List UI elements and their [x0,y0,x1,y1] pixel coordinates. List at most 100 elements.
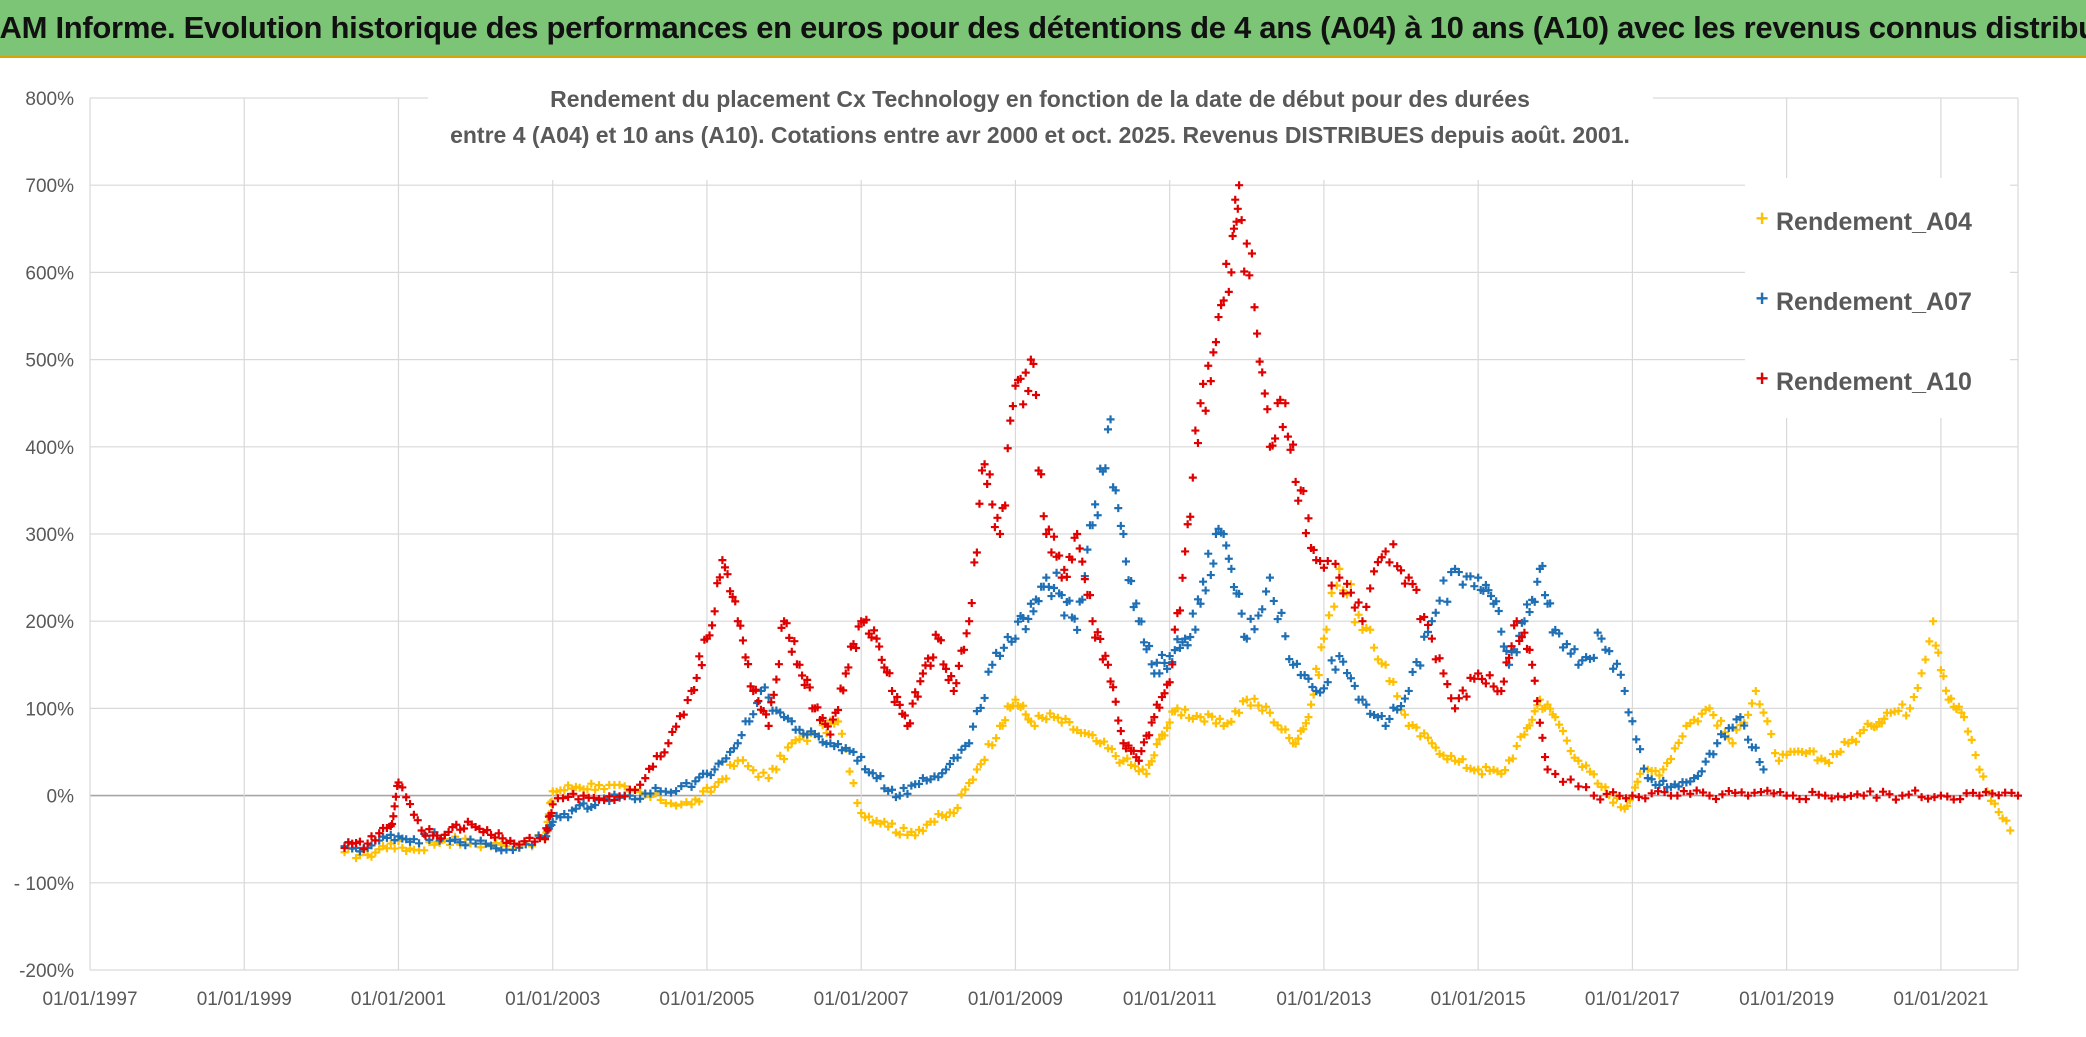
point-rendement-a10-fill [1956,795,1965,804]
point-rendement-a04-fill [1709,710,1718,719]
point-rendement-a04 [1319,634,1328,643]
point-rendement-a04-fill [845,767,854,776]
point-rendement-a10-fill [1247,249,1256,258]
point-rendement-a10-fill [947,672,956,681]
point-rendement-a07-fill [1499,642,1508,651]
point-rendement-a07-fill [1346,674,1355,683]
point-rendement-a10-fill [574,795,583,804]
point-rendement-a10-fill [1193,439,1202,448]
point-rendement-a04 [1265,708,1274,717]
point-rendement-a04-fill [1670,744,1679,753]
point-rendement-a07-fill [1308,682,1317,691]
point-rendement-a07-fill [1050,584,1058,593]
point-rendement-a07 [1620,686,1629,695]
point-rendement-a07-fill [1083,545,1092,554]
point-rendement-a04-fill [822,729,831,738]
point-rendement-a10-fill [1530,676,1539,685]
point-rendement-a10-fill [1343,579,1352,588]
point-rendement-a07-fill [1319,684,1328,693]
point-rendement-a07-fill [1152,658,1161,667]
point-rendement-a07-fill [1385,714,1394,723]
point-rendement-a07-fill [1530,597,1539,606]
point-rendement-a10-fill [852,643,861,652]
point-rendement-a04 [834,717,843,726]
point-rendement-a07 [942,765,951,774]
point-rendement-a07-fill [508,846,517,855]
point-rendement-a04-fill [1967,735,1976,744]
point-rendement-a10-fill [762,710,771,719]
point-rendement-a10-fill [1660,788,1669,797]
point-rendement-a10-fill [828,715,837,724]
point-rendement-a04-fill [1138,765,1147,774]
point-rendement-a04-fill [1674,738,1683,747]
point-rendement-a04-fill [783,743,792,752]
chart-area: -200% - 100% 0% 100% 200% 300% 400% 500% 600% 700… [0,58,2086,1032]
point-rendement-a07-fill [591,801,600,810]
point-rendement-a04-fill [1836,747,1845,756]
point-rendement-a10 [1335,573,1344,582]
point-rendement-a07-fill [745,717,754,726]
chart-title-block: Rendement du placement Cx Technology en … [428,80,1653,180]
point-rendement-a07-fill [1639,764,1648,773]
point-rendement-a10-fill [1240,267,1249,276]
point-rendement-a10 [1975,791,1984,800]
point-rendement-a10-fill [1507,642,1516,651]
point-rendement-a04-fill [2002,816,2011,825]
point-rendement-a07-fill [1323,678,1332,687]
point-rendement-a04-fill [899,823,908,832]
point-rendement-a07-fill [461,841,470,850]
point-rendement-a07-fill [1408,667,1417,676]
point-rendement-a04-fill [1859,726,1868,735]
point-rendement-a07-fill [1191,625,1200,634]
point-rendement-a07-fill [1206,571,1215,580]
point-rendement-a10-fill [1304,514,1313,523]
point-rendement-a07-fill [1070,614,1079,623]
point-rendement-a10-fill [1615,791,1624,800]
point-rendement-a04-fill [1163,723,1172,732]
point-rendement-a10-fill [1535,718,1544,727]
point-rendement-a07-fill [1720,732,1729,741]
point-rendement-a10-fill [389,812,398,821]
point-rendement-a10 [1497,686,1506,695]
point-rendement-a04-fill [1633,777,1642,786]
point-rendement-a04-fill [918,826,927,835]
point-rendement-a04-fill [591,785,600,794]
legend-marker-a10: + [1756,366,1769,391]
point-rendement-a07-fill [1546,599,1555,608]
point-rendement-a04-fill [1994,808,2003,817]
point-rendement-a07-fill [1601,645,1610,654]
point-rendement-a07-fill [487,841,496,850]
point-rendement-a07-fill [1709,750,1718,759]
point-rendement-a10-fill [1462,692,1471,701]
point-rendement-a07-fill [938,769,947,778]
point-rendement-a07-fill [1091,500,1100,509]
point-rendement-a04-fill [420,846,429,855]
point-rendement-a10-fill [1362,602,1371,611]
point-rendement-a04-fill [1582,761,1591,770]
point-rendement-a07 [1404,686,1413,695]
point-rendement-a04-fill [726,760,735,769]
point-rendement-a07-fill [1624,708,1633,717]
point-rendement-a04-fill [1299,725,1308,734]
x-tick-label: 01/01/2021 [1893,989,1988,1010]
point-rendement-a04-fill [1913,684,1922,693]
point-rendement-a10-fill [1016,374,1025,383]
point-rendement-a04-fill [1155,735,1164,744]
point-rendement-a10-fill [1911,786,1920,795]
point-rendement-a07-fill [1555,629,1564,638]
point-rendement-a10-fill [594,794,603,803]
point-rendement-a04-fill [1623,802,1632,811]
point-rendement-a07-fill [1044,582,1053,591]
point-rendement-a07-fill [1034,597,1043,606]
point-rendement-a04 [1659,765,1668,774]
point-rendement-a04-fill [1525,721,1534,730]
point-rendement-a04-fill [1877,719,1886,728]
point-rendement-a10-fill [1621,794,1630,803]
point-rendement-a10-fill [988,500,997,509]
point-rendement-a04-fill [1042,715,1051,724]
point-rendement-a10-fill [790,637,799,646]
point-rendement-a10-fill [885,669,894,678]
point-rendement-a04-fill [849,779,858,788]
point-rendement-a04-fill [911,831,920,840]
point-rendement-a10-fill [1366,584,1375,593]
